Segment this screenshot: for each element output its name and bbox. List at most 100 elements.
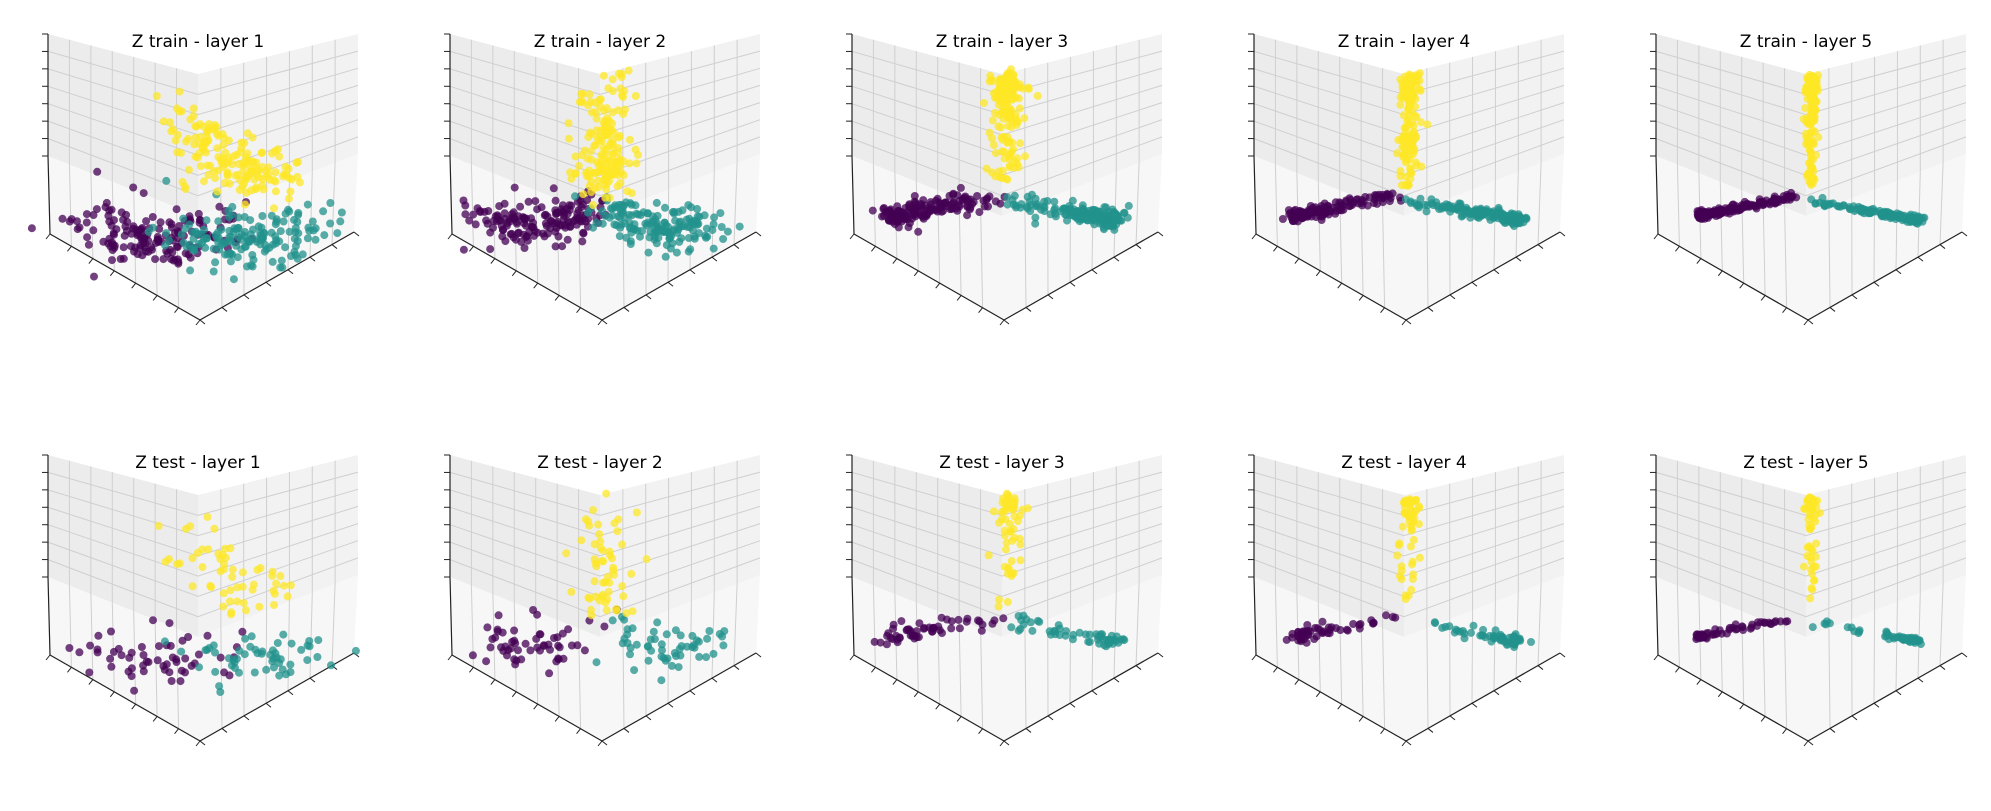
axis-tick: [152, 295, 158, 301]
axis-tick: [199, 740, 206, 746]
axis-tick: [1113, 256, 1120, 262]
axis-tick: [1113, 677, 1120, 683]
data-point: [657, 640, 666, 649]
data-point: [188, 554, 197, 563]
data-point: [1402, 77, 1411, 86]
data-point: [196, 216, 204, 225]
data-point: [554, 654, 563, 663]
data-point: [211, 258, 220, 267]
data-point: [224, 206, 233, 215]
data-point: [552, 219, 561, 228]
data-point: [1808, 585, 1817, 594]
data-point: [1065, 202, 1074, 210]
data-point: [592, 126, 601, 135]
data-point: [1007, 65, 1015, 74]
data-point: [486, 643, 495, 652]
data-point: [1408, 139, 1417, 147]
data-point: [1409, 121, 1418, 130]
axis-tick: [597, 740, 603, 747]
data-point: [564, 625, 573, 634]
data-point: [287, 639, 296, 648]
data-point: [178, 178, 187, 186]
data-point: [214, 217, 223, 226]
data-point: [73, 225, 82, 234]
data-point: [240, 242, 249, 251]
grid-line: [47, 540, 359, 597]
data-point: [279, 172, 288, 181]
axis-tick: [999, 740, 1005, 747]
axis-tick: [265, 702, 272, 708]
data-point: [676, 651, 685, 660]
data-point: [1783, 192, 1792, 201]
data-point: [1416, 194, 1425, 203]
data-point: [591, 98, 600, 107]
grid-line: [1382, 207, 1386, 308]
data-point: [668, 661, 676, 670]
data-point: [165, 619, 174, 628]
data-point: [243, 149, 252, 158]
data-point: [620, 87, 629, 96]
data-point: [1062, 627, 1071, 636]
data-point: [489, 223, 497, 232]
data-point: [1003, 200, 1012, 209]
axis-tick: [913, 691, 919, 698]
subplot: Z train - layer 2: [444, 32, 762, 326]
data-point: [250, 668, 259, 677]
data-point: [270, 601, 278, 609]
data-point: [1738, 203, 1747, 212]
data-point: [670, 208, 679, 216]
data-point: [228, 572, 237, 581]
data-point: [291, 242, 300, 251]
axis-tick: [1675, 245, 1680, 252]
grid-line: [1655, 136, 1967, 197]
data-point: [209, 267, 218, 276]
data-point: [678, 206, 687, 215]
data-point: [248, 133, 257, 142]
axis-tick: [597, 319, 603, 326]
data-point: [567, 201, 576, 210]
data-point: [336, 217, 345, 226]
axis-tick: [1405, 740, 1412, 746]
data-point: [990, 108, 999, 117]
axis-tick: [1251, 233, 1257, 240]
data-point: [119, 243, 128, 252]
data-point: [632, 640, 641, 649]
data-point: [1300, 213, 1309, 221]
axis-tick: [1807, 740, 1814, 746]
data-point: [1329, 203, 1338, 212]
data-point: [1342, 625, 1351, 634]
grid-line: [1655, 523, 1967, 577]
data-point: [1099, 635, 1108, 644]
data-point: [159, 117, 168, 126]
data-point: [1458, 211, 1467, 220]
data-point: [175, 87, 184, 96]
data-point: [1438, 623, 1447, 632]
data-point: [614, 144, 623, 153]
data-point: [998, 174, 1007, 183]
data-point: [148, 213, 157, 221]
data-point: [1899, 635, 1908, 644]
axis-tick: [711, 677, 718, 683]
data-point: [995, 518, 1004, 527]
data-point: [653, 211, 662, 220]
data-point: [619, 201, 628, 210]
data-point: [1045, 627, 1054, 636]
data-point: [203, 631, 212, 640]
data-point: [291, 228, 300, 237]
data-point: [523, 236, 532, 245]
data-point: [491, 212, 500, 221]
data-point: [226, 257, 235, 266]
data-point: [995, 595, 1004, 604]
axis-tick: [1315, 270, 1321, 277]
data-point: [1393, 149, 1402, 158]
data-point: [1110, 212, 1119, 221]
data-point: [596, 537, 605, 546]
data-point: [598, 167, 607, 176]
data-point: [1010, 503, 1019, 512]
data-point: [947, 617, 956, 626]
data-point: [465, 216, 474, 225]
data-point: [586, 147, 595, 156]
data-point: [195, 663, 203, 672]
data-point: [123, 217, 132, 226]
axis-tick: [1851, 294, 1858, 300]
